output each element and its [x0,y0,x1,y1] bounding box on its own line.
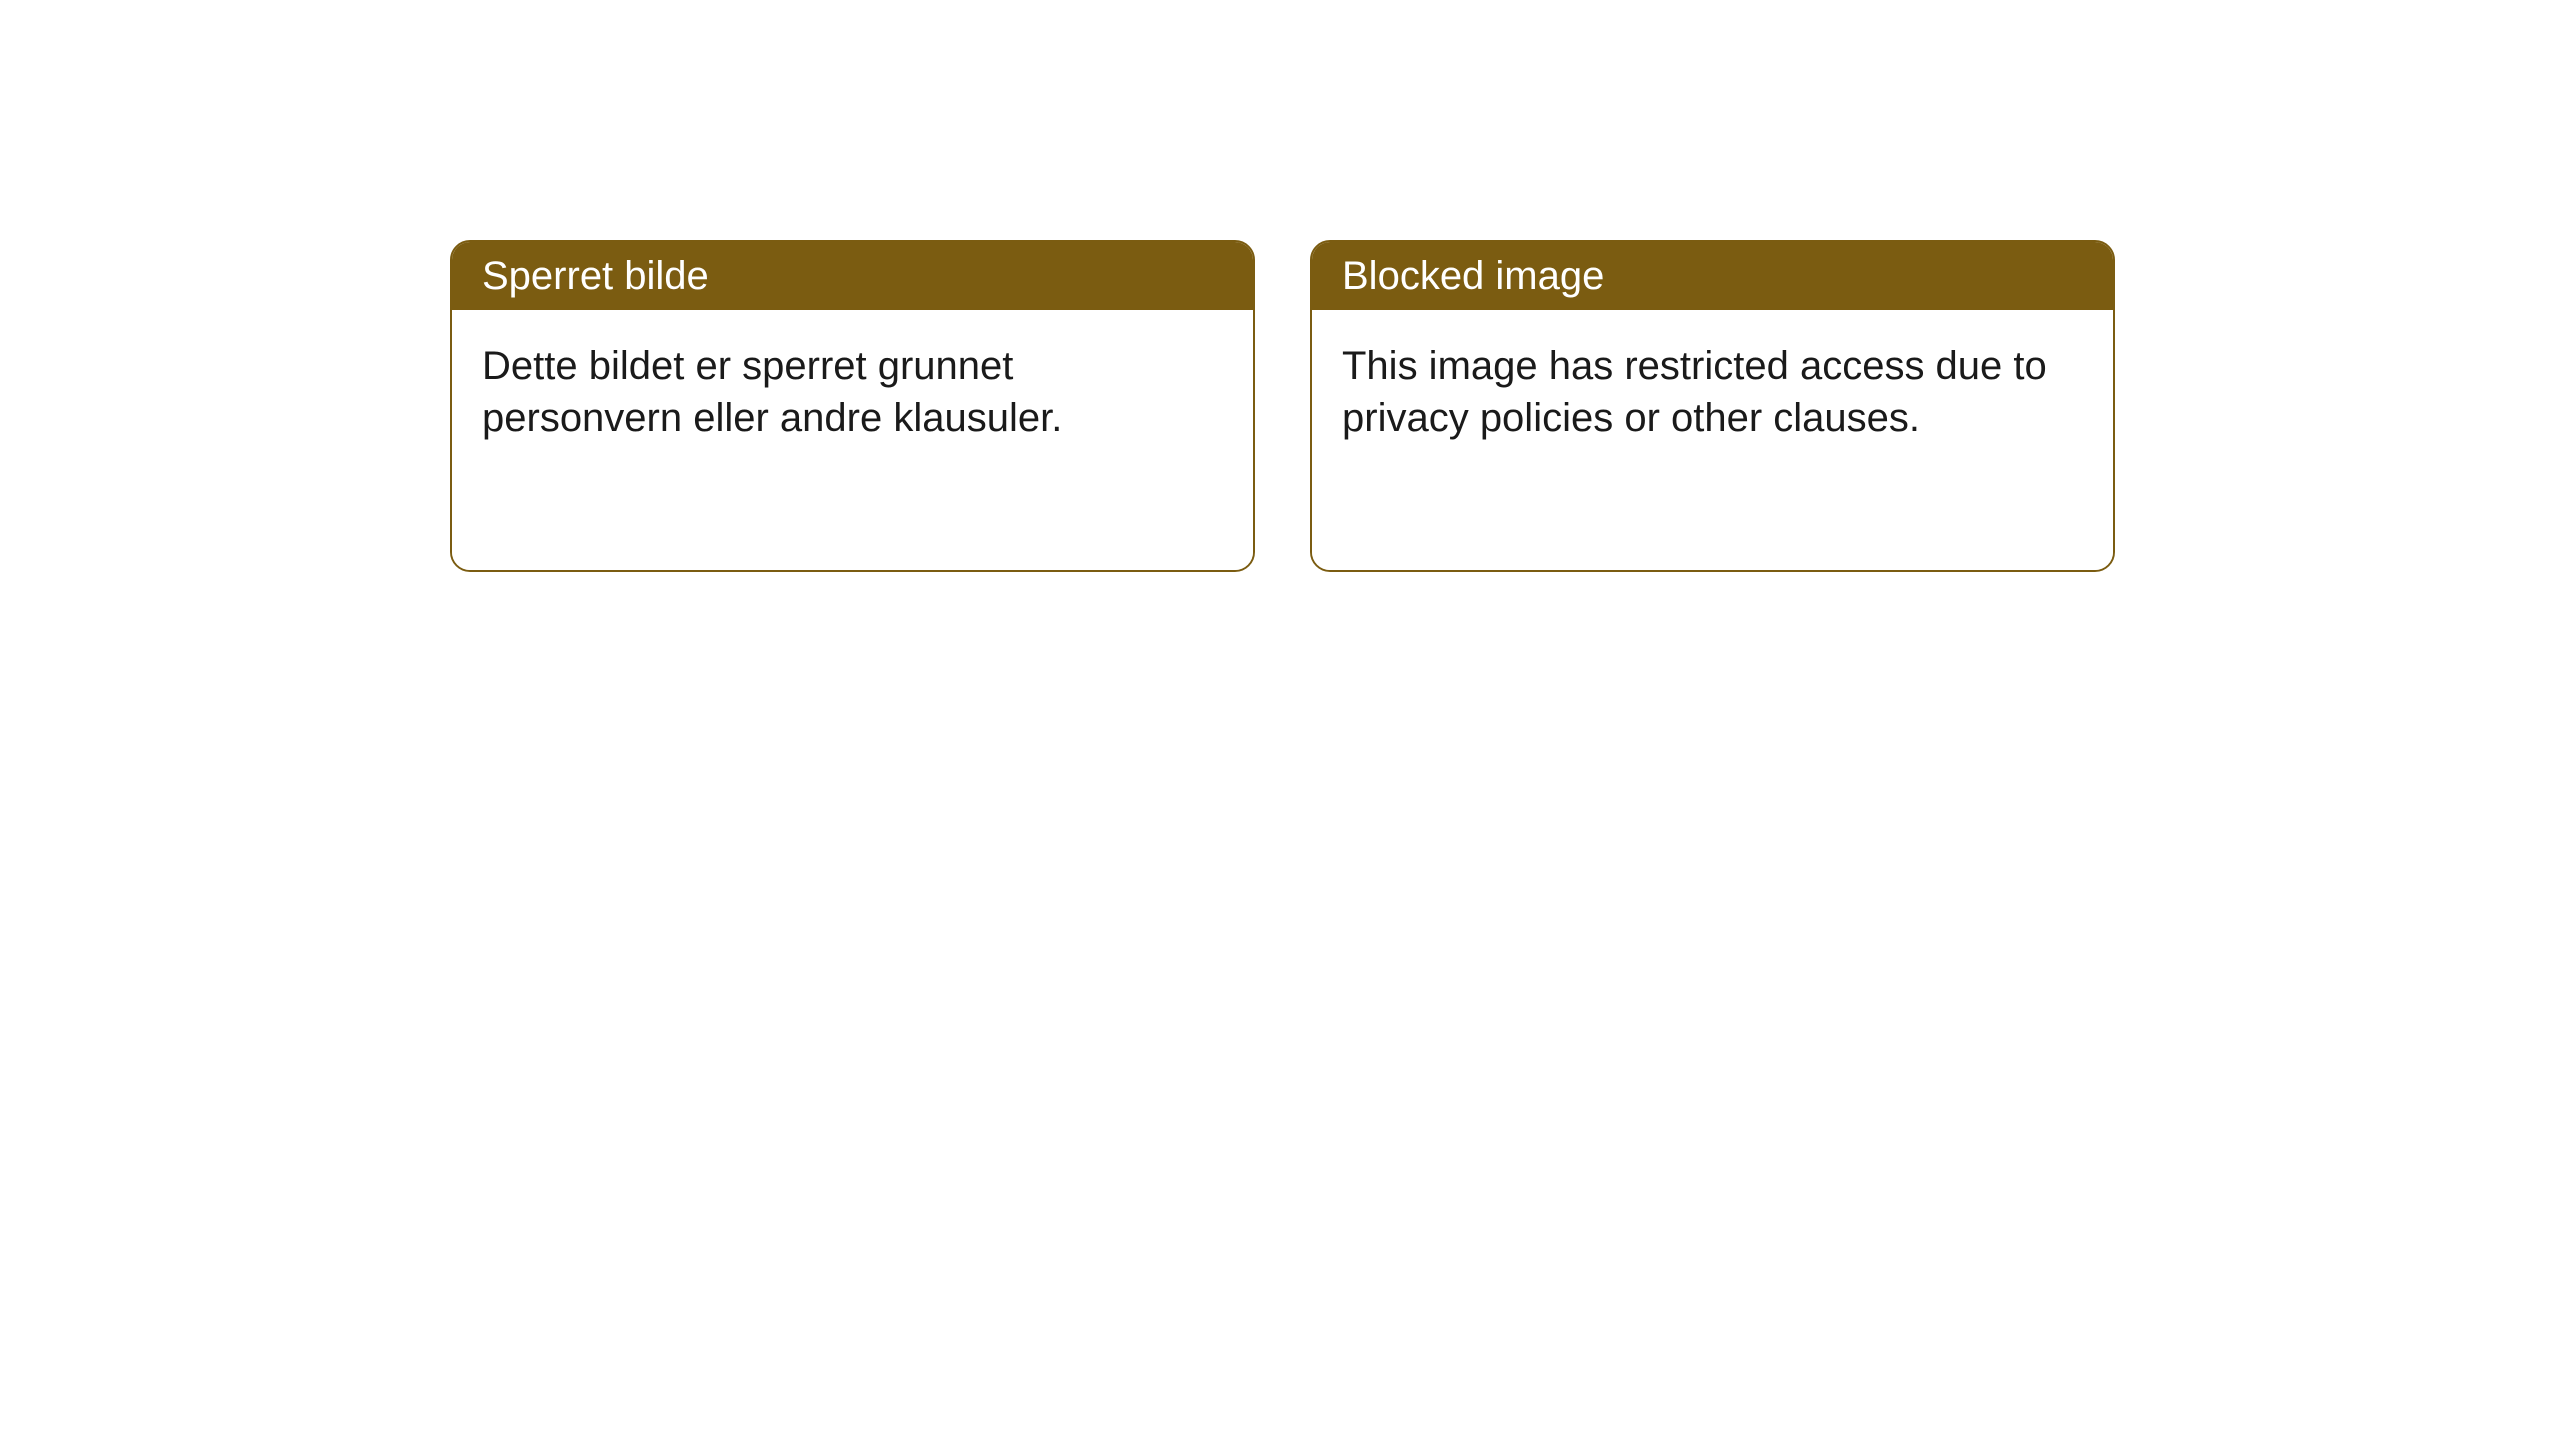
notice-header: Blocked image [1312,242,2113,310]
notice-card-english: Blocked image This image has restricted … [1310,240,2115,572]
notice-title: Blocked image [1342,254,1604,298]
notice-message: This image has restricted access due to … [1342,344,2047,440]
notice-body: Dette bildet er sperret grunnet personve… [452,310,1253,570]
notice-header: Sperret bilde [452,242,1253,310]
notice-body: This image has restricted access due to … [1312,310,2113,570]
notice-title: Sperret bilde [482,254,709,298]
notice-cards-container: Sperret bilde Dette bildet er sperret gr… [0,0,2560,572]
notice-card-norwegian: Sperret bilde Dette bildet er sperret gr… [450,240,1255,572]
notice-message: Dette bildet er sperret grunnet personve… [482,344,1062,440]
